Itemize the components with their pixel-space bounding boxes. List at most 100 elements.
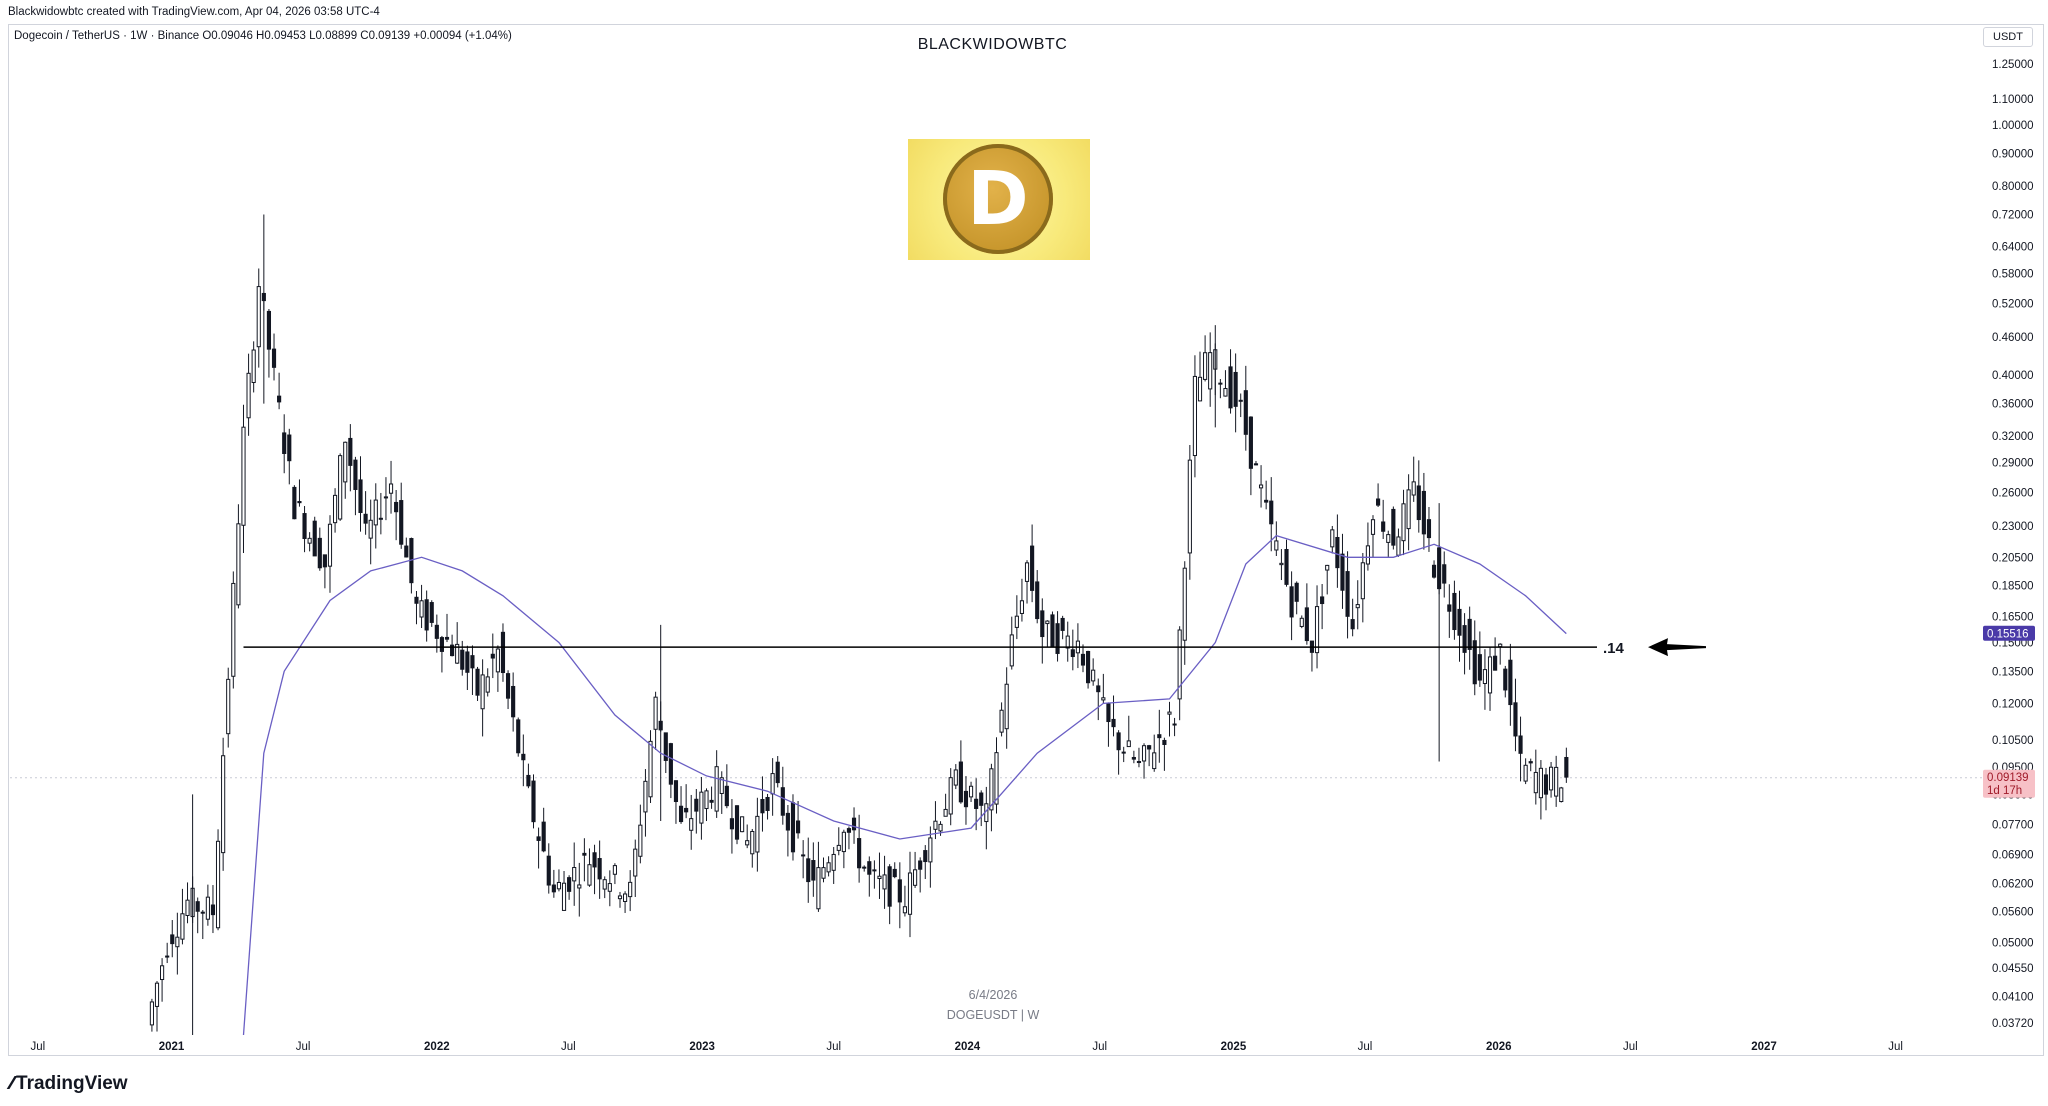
candle-body [795, 820, 801, 834]
candle-body [429, 602, 434, 623]
candle-body [378, 517, 383, 520]
candle-body [826, 862, 831, 873]
y-tick-label: 0.40000 [1992, 370, 2034, 382]
candle-body [1228, 366, 1233, 409]
candle-body [180, 913, 185, 940]
candle-body [1050, 614, 1055, 648]
candle-body [1024, 562, 1030, 582]
candle-body [1523, 764, 1528, 782]
candle-body [231, 582, 236, 677]
candle-body [801, 854, 806, 857]
candle-body [623, 893, 628, 902]
y-tick-label: 0.32000 [1992, 431, 2034, 443]
candle-body [1111, 718, 1116, 728]
candle-body [902, 906, 907, 914]
candle-body [1060, 617, 1065, 631]
candle-body [882, 874, 887, 890]
candle-body [388, 483, 394, 494]
candle-body [1345, 571, 1350, 617]
candle-body [154, 982, 160, 1007]
candle-body [846, 828, 852, 833]
candle-body [1019, 600, 1025, 614]
tradingview-brand-label: TradingView [16, 1073, 128, 1094]
price-axis-label-value: 0.09139 [1987, 772, 2029, 784]
candle-body [770, 773, 775, 795]
candle-body [811, 860, 816, 881]
candle-body [1340, 553, 1345, 591]
tradingview-logo-icon: ⁄⁄ [10, 1073, 14, 1093]
candle-body [821, 867, 826, 879]
candle-body [531, 780, 536, 823]
coin-icon: D [943, 144, 1053, 254]
candle-body [1065, 635, 1070, 649]
candle-body [1136, 761, 1142, 764]
x-tick-label: 2025 [1221, 1041, 1247, 1053]
candle-body [1070, 649, 1075, 658]
candle-body [1543, 774, 1549, 795]
y-tick-label: 1.10000 [1992, 94, 2034, 106]
candle-body [1253, 463, 1259, 466]
candle-body [1294, 582, 1299, 602]
y-tick-label: 0.20500 [1992, 552, 2034, 564]
candle-body [724, 785, 729, 807]
candle-body [348, 437, 353, 466]
candle-body [450, 644, 455, 657]
candle-body [699, 791, 704, 824]
candle-body [475, 668, 480, 696]
candle-body [455, 643, 460, 664]
candle-body [913, 869, 918, 886]
candle-body [1320, 596, 1325, 605]
candle-body [485, 676, 490, 693]
candle-body [490, 653, 495, 659]
candle-body [195, 901, 200, 912]
y-tick-label: 0.03720 [1992, 1018, 2034, 1030]
candle-body [577, 884, 582, 889]
candle-body [185, 899, 190, 916]
moving-average-line [242, 534, 1567, 1036]
candle-body [1431, 564, 1437, 578]
candle-body [999, 709, 1004, 733]
candle-body [1533, 771, 1538, 794]
y-tick-label: 0.10500 [1992, 735, 2034, 747]
candle-body [205, 896, 210, 920]
candle-body [572, 867, 577, 882]
x-tick-label: Jul [561, 1041, 576, 1053]
candle-body [1009, 634, 1014, 667]
candle-body [322, 554, 327, 568]
x-tick-label: Jul [30, 1041, 45, 1053]
candle-body [1442, 564, 1447, 584]
candle-body [1411, 481, 1416, 496]
candle-body [1208, 352, 1213, 390]
candle-body [1080, 653, 1086, 666]
symbol-interval-annotation: DOGEUSDT | W [947, 1008, 1040, 1022]
candle-body [1350, 619, 1355, 630]
candle-body [439, 637, 444, 652]
candle-body [246, 372, 251, 419]
candle-body [251, 349, 256, 384]
candle-body [755, 815, 760, 853]
candle-body [404, 545, 409, 558]
candle-body [1258, 484, 1264, 489]
candle-body [851, 817, 857, 831]
candle-body [638, 824, 643, 857]
candle-body [1325, 564, 1330, 571]
y-tick-label: 0.04550 [1992, 963, 2034, 975]
symbol-ohlc-legend[interactable]: Dogecoin / TetherUS · 1W · Binance O0.09… [14, 30, 512, 42]
arrow-left-icon [1648, 638, 1706, 657]
y-tick-label: 0.18500 [1992, 580, 2034, 592]
candle-body [1564, 756, 1569, 778]
x-tick-label: Jul [826, 1041, 841, 1053]
currency-selector[interactable]: USDT [1983, 27, 2033, 47]
candle-body [867, 861, 872, 875]
candle-body [1055, 623, 1060, 654]
tradingview-logo[interactable]: ⁄⁄ TradingView [10, 1073, 128, 1095]
candle-body [343, 441, 348, 483]
candle-body [221, 755, 226, 854]
candle-body [266, 310, 272, 350]
candle-body [1518, 735, 1523, 754]
price-axis-label [1983, 769, 2035, 798]
candle-body [1482, 669, 1488, 685]
dogecoin-logo-icon: D [908, 139, 1090, 260]
candle-body [1314, 606, 1320, 654]
